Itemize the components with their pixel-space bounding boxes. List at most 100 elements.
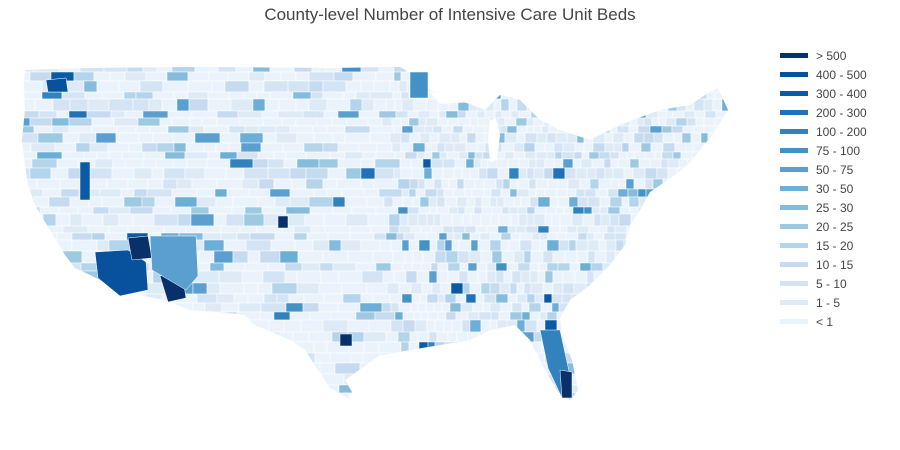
county-cell[interactable] [67, 262, 82, 272]
county-cell[interactable] [91, 125, 118, 134]
county-cell[interactable] [274, 232, 295, 241]
county-cell[interactable] [432, 62, 441, 73]
county-cell[interactable] [581, 117, 591, 127]
county-cell[interactable] [686, 262, 699, 272]
county-cell[interactable] [341, 188, 365, 198]
county-cell[interactable] [609, 302, 623, 313]
county-cell[interactable] [185, 142, 205, 153]
county-cell[interactable] [546, 311, 558, 321]
county-cell[interactable] [466, 132, 477, 144]
county-cell[interactable] [649, 158, 662, 169]
county-cell[interactable] [489, 282, 501, 295]
county-cell[interactable] [521, 80, 531, 93]
county-cell[interactable] [673, 132, 683, 144]
county-cell[interactable] [605, 239, 617, 252]
county-cell[interactable] [194, 62, 219, 73]
county-cell[interactable] [182, 341, 196, 354]
county-cell[interactable] [302, 302, 320, 313]
county-cell[interactable] [561, 98, 573, 112]
county-cell[interactable] [207, 91, 230, 100]
county-cell[interactable] [478, 167, 488, 180]
county-cell[interactable] [345, 80, 362, 93]
county-cell[interactable] [127, 225, 144, 234]
county-cell[interactable] [555, 91, 568, 100]
county-cell[interactable] [438, 232, 448, 241]
county-cell[interactable] [556, 311, 570, 321]
county-cell[interactable] [723, 302, 736, 313]
county-cell[interactable] [198, 392, 212, 404]
county-cell[interactable] [495, 293, 509, 304]
county-cell[interactable] [521, 302, 530, 313]
county-cell[interactable] [553, 158, 564, 169]
county-cell[interactable] [725, 151, 738, 160]
county-cell[interactable] [469, 167, 480, 180]
county-cell[interactable] [704, 311, 715, 321]
county-cell[interactable] [361, 270, 384, 284]
county-cell[interactable] [671, 384, 684, 394]
county-cell[interactable] [177, 213, 192, 227]
county-cell[interactable] [504, 132, 518, 144]
county-cell[interactable] [722, 232, 734, 241]
county-cell[interactable] [541, 80, 552, 93]
county-cell[interactable] [704, 142, 713, 153]
county-cell[interactable] [116, 373, 137, 386]
county-cell[interactable] [510, 232, 521, 241]
county-cell[interactable] [407, 213, 419, 227]
county-cell[interactable] [510, 80, 523, 93]
county-cell[interactable] [452, 125, 464, 134]
county-cell[interactable] [241, 392, 259, 404]
county-cell[interactable] [464, 206, 475, 215]
county-cell[interactable] [215, 142, 230, 153]
county-cell[interactable] [713, 125, 725, 134]
county-cell[interactable] [376, 142, 393, 153]
county-cell[interactable] [473, 158, 482, 169]
county-cell[interactable] [95, 392, 110, 404]
county-cell[interactable] [312, 125, 328, 134]
county-cell[interactable] [565, 331, 576, 343]
county-cell[interactable] [453, 392, 462, 404]
county-cell[interactable] [620, 331, 631, 343]
county-cell[interactable] [373, 178, 399, 190]
county-cell[interactable] [306, 232, 329, 241]
county-cell[interactable] [712, 341, 723, 354]
county-cell[interactable] [481, 206, 493, 215]
legend-item[interactable]: > 500 [780, 46, 895, 65]
county-cell[interactable] [167, 125, 190, 134]
county-cell[interactable] [185, 225, 200, 234]
county-cell[interactable] [248, 71, 266, 82]
county-cell[interactable] [548, 125, 559, 134]
county-cell[interactable] [600, 117, 612, 127]
county-cell[interactable] [191, 110, 218, 119]
county-cell[interactable] [59, 384, 80, 394]
county-cell[interactable] [174, 196, 198, 208]
county-cell[interactable] [135, 362, 153, 375]
county-cell[interactable] [453, 232, 463, 241]
county-cell[interactable] [494, 110, 503, 119]
county-cell[interactable] [508, 167, 520, 180]
county-cell[interactable] [437, 262, 449, 272]
county-cell[interactable] [109, 311, 133, 321]
county-cell[interactable] [670, 373, 681, 386]
county-cell[interactable] [456, 196, 468, 208]
county-cell[interactable] [573, 282, 587, 295]
county-cell[interactable] [526, 352, 539, 364]
county-cell[interactable] [151, 362, 170, 375]
county-cell[interactable] [704, 341, 714, 354]
county-cell[interactable] [646, 282, 658, 295]
county-cell[interactable] [190, 206, 210, 215]
county-cell[interactable] [702, 319, 716, 333]
county-cell[interactable] [385, 331, 399, 343]
county-cell[interactable] [85, 319, 112, 333]
county-cell[interactable] [526, 293, 536, 304]
county-cell[interactable] [574, 71, 583, 82]
county-cell[interactable] [625, 232, 638, 241]
county-cell[interactable] [417, 110, 431, 119]
county-cell[interactable] [673, 232, 683, 241]
county-cell[interactable] [582, 213, 595, 227]
county-cell[interactable] [41, 91, 63, 100]
county-cell[interactable] [152, 132, 174, 144]
county-cell[interactable] [318, 373, 345, 386]
county-cell[interactable] [243, 167, 269, 180]
county-cell[interactable] [612, 167, 625, 180]
county-cell[interactable] [337, 302, 361, 313]
